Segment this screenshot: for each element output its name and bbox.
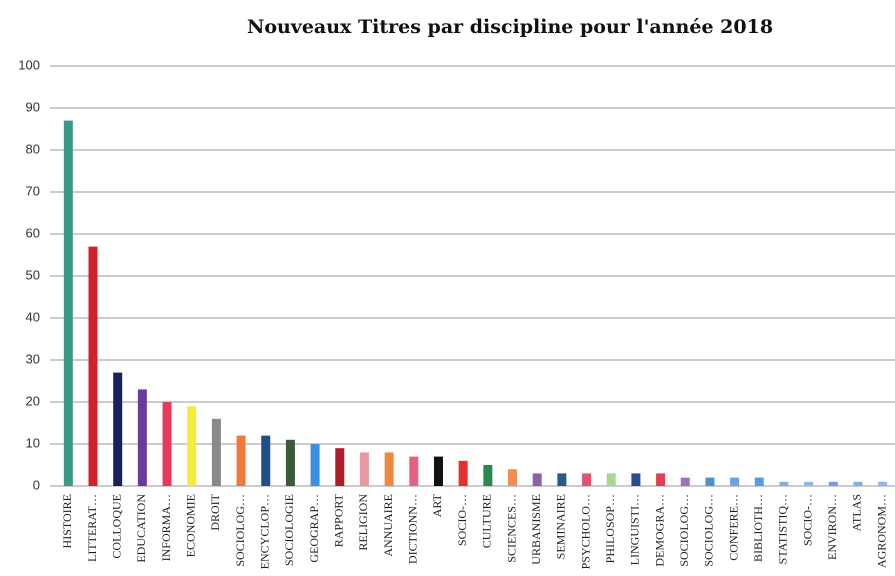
x-tick-label: PHILOSOP… — [603, 494, 617, 563]
x-tick-label: LITTERAT… — [85, 494, 99, 562]
bar — [261, 435, 271, 486]
x-tick-label: RELIGION — [356, 494, 370, 551]
bar — [137, 389, 147, 486]
bar — [88, 246, 98, 486]
x-tick-label: SOCIOLOG… — [677, 494, 691, 567]
bar — [310, 444, 320, 486]
y-tick-label: 0 — [33, 477, 40, 492]
y-tick-label: 80 — [26, 141, 40, 156]
x-tick-label: SEMINAIRE — [554, 494, 568, 559]
y-tick-label: 70 — [26, 183, 40, 198]
bar — [483, 465, 493, 486]
x-tick-label: SOCIOLOG… — [702, 494, 716, 567]
x-tick-label: ART — [430, 493, 444, 517]
bar — [458, 460, 468, 486]
bar — [508, 469, 518, 486]
x-tick-label: LINGUISTI… — [628, 494, 642, 565]
x-tick-label: COLLOQUE — [109, 494, 123, 559]
y-tick-label: 10 — [26, 435, 40, 450]
x-tick-label: ENVIRON… — [825, 494, 839, 560]
x-tick-label: SOCIO-… — [800, 494, 814, 546]
x-tick-label: CULTURE — [480, 494, 494, 548]
x-tick-label: ECONOMIE — [183, 494, 197, 557]
bar — [606, 473, 616, 486]
bar — [582, 473, 592, 486]
x-tick-label: SOCIOLOGIE — [282, 494, 296, 566]
bar — [162, 402, 172, 486]
x-tick-label: DICTIONN… — [406, 494, 420, 564]
x-tick-label: CONFERE… — [726, 494, 740, 561]
bar — [754, 477, 764, 486]
bar — [853, 481, 863, 486]
chart-title: Nouveaux Titres par discipline pour l'an… — [247, 16, 773, 38]
bar — [211, 418, 221, 486]
bar — [236, 435, 246, 486]
bar — [828, 481, 838, 486]
bar — [779, 481, 789, 486]
y-tick-label: 20 — [26, 393, 40, 408]
bar — [804, 481, 814, 486]
bar — [557, 473, 567, 486]
bar — [705, 477, 715, 486]
bar — [359, 452, 369, 486]
x-tick-label: PSYCHOLO… — [578, 494, 592, 569]
bar — [433, 456, 443, 486]
x-tick-label: SOCIO-… — [455, 494, 469, 546]
bar — [730, 477, 740, 486]
bar — [335, 448, 345, 486]
x-tick-label: DROIT — [208, 493, 222, 530]
bar — [532, 473, 542, 486]
x-tick-label: ATLAS — [850, 494, 864, 531]
bar — [656, 473, 666, 486]
x-tick-label: RAPPORT — [332, 493, 346, 547]
y-tick-label: 40 — [26, 309, 40, 324]
x-tick-label: INFORMA… — [159, 494, 173, 561]
y-tick-label: 50 — [26, 267, 40, 282]
x-tick-label: STATISTIQ… — [776, 494, 790, 564]
bar — [384, 452, 394, 486]
bar — [631, 473, 641, 486]
y-tick-label: 60 — [26, 225, 40, 240]
bar — [878, 481, 888, 486]
y-tick-label: 100 — [18, 57, 40, 72]
bar — [409, 456, 419, 486]
bar — [680, 477, 690, 486]
x-tick-label: AGRONOM… — [874, 494, 888, 568]
x-tick-label: ANNUAIRE — [381, 494, 395, 557]
y-tick-label: 90 — [26, 99, 40, 114]
x-tick-label: GEOGRAP… — [307, 494, 321, 563]
x-tick-label: EDUCATION — [134, 494, 148, 563]
x-tick-label: SCIENCES… — [504, 494, 518, 563]
bar — [187, 406, 197, 486]
x-tick-label: HISTOIRE — [60, 494, 74, 548]
x-tick-label: BIBLIOTH… — [751, 494, 765, 562]
y-tick-label: 30 — [26, 351, 40, 366]
x-tick-label: ENCYCLOP… — [258, 494, 272, 569]
bar — [285, 439, 295, 486]
x-tick-label: SOCIOLOG… — [233, 494, 247, 567]
x-tick-label: URBANISME — [529, 494, 543, 565]
bar — [113, 372, 123, 486]
x-tick-label: DEMOGRA… — [652, 494, 666, 567]
bar — [63, 120, 73, 486]
